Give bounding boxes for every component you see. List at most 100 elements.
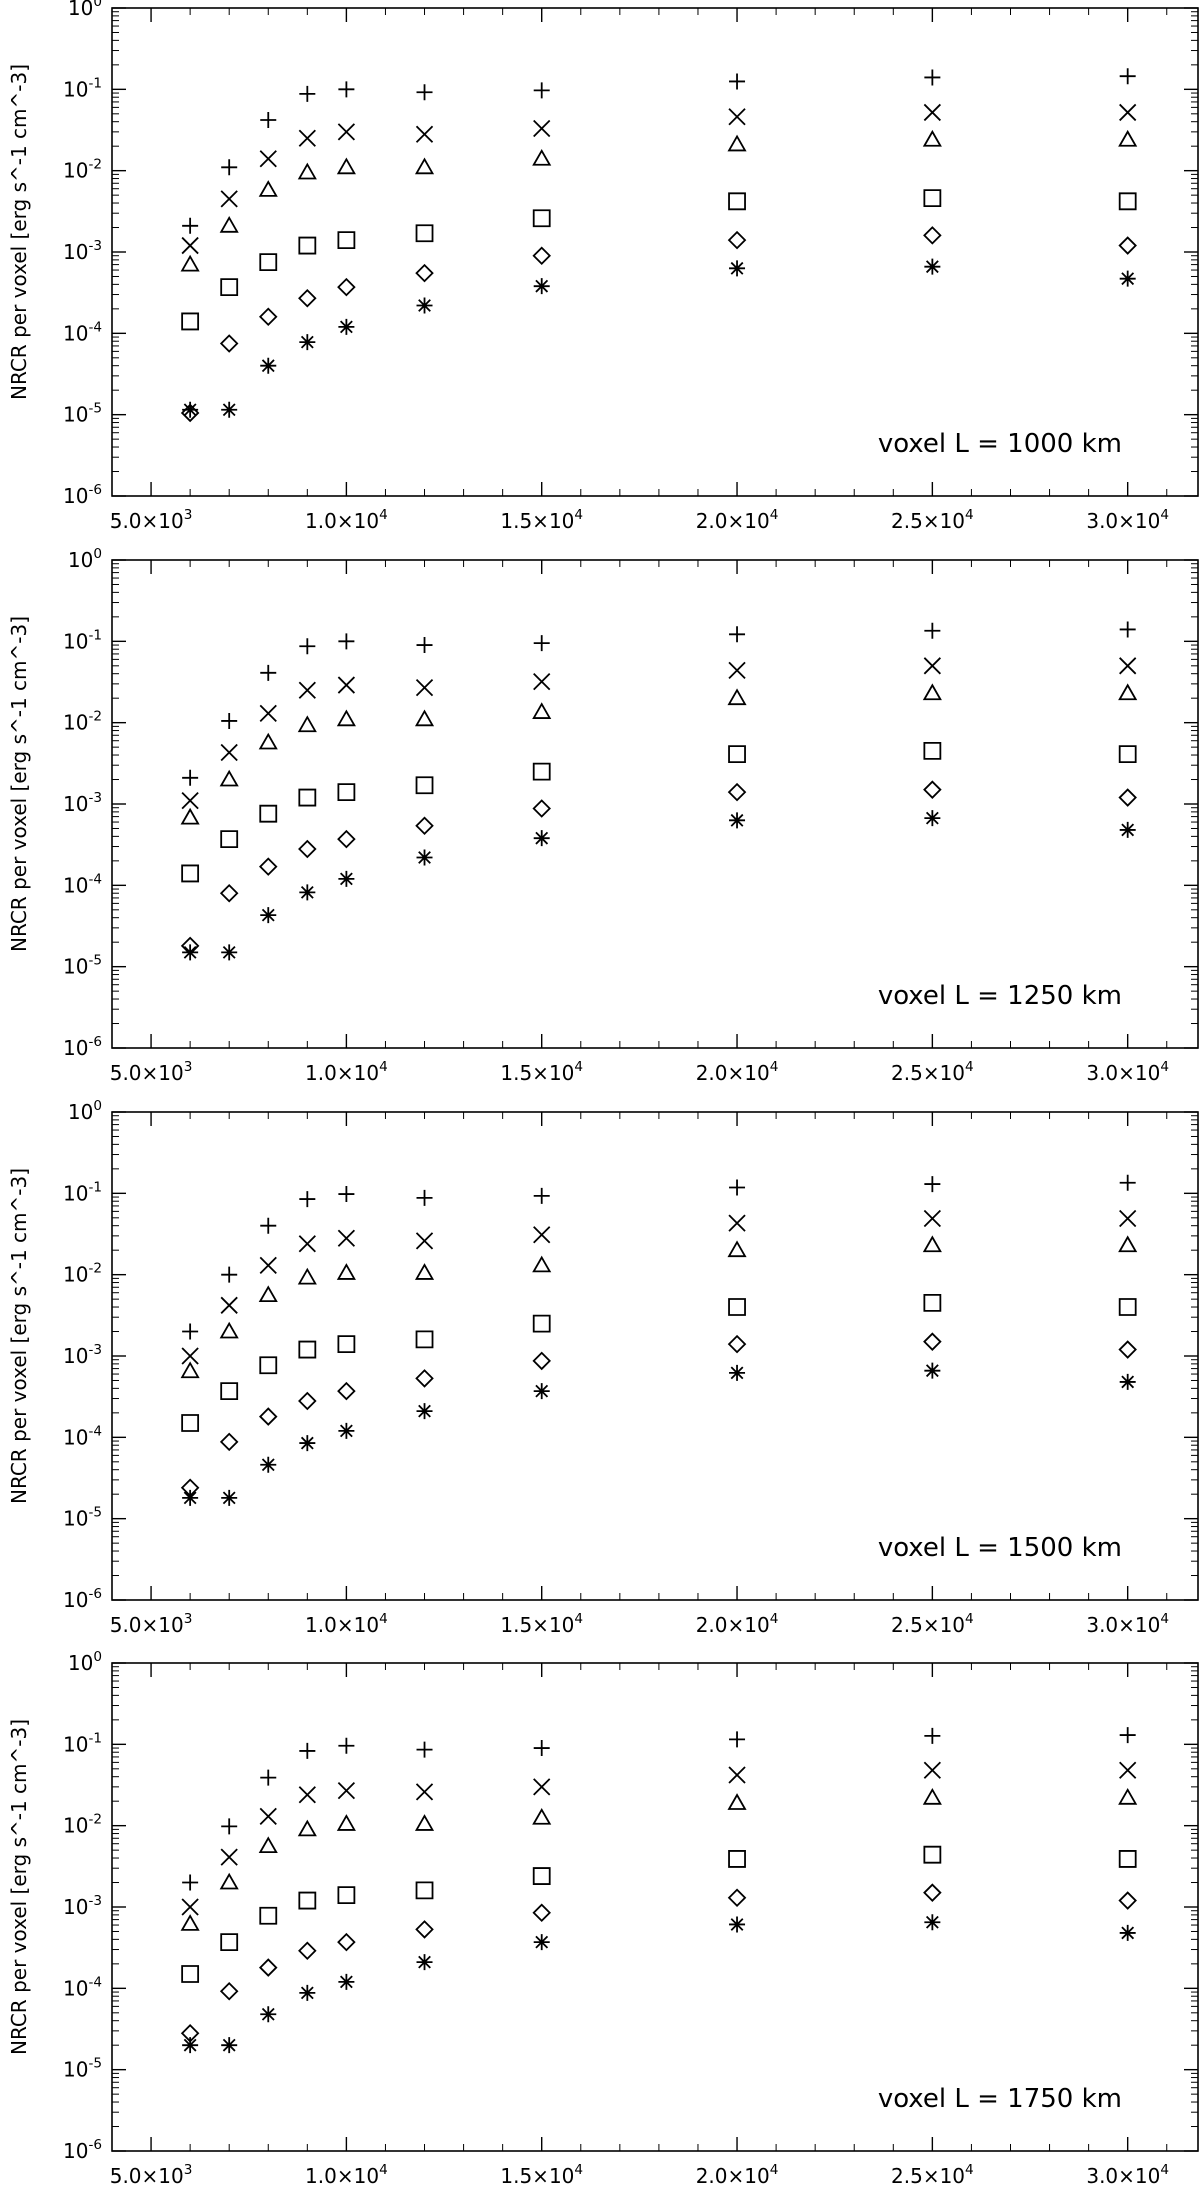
x-tick-label-mantissa: 3.0×10	[1086, 509, 1160, 533]
data-point-triangle	[1118, 683, 1138, 701]
y-tick-label-exponent: -5	[88, 1505, 102, 1521]
y-tick-label-exponent: -2	[88, 709, 102, 725]
data-point-triangle	[219, 769, 239, 787]
data-point-asterisk	[533, 1383, 550, 1400]
data-point-plus	[1119, 621, 1136, 638]
y-tick-label: 10-4	[63, 319, 102, 345]
y-tick-label: 10-1	[63, 1730, 102, 1756]
y-axis-label: NRCR per voxel [erg s^-1 cm^-3]	[7, 1168, 31, 1504]
data-point-square	[532, 762, 551, 781]
data-point-square	[298, 1340, 317, 1359]
data-point-cross	[923, 1761, 941, 1779]
data-point-triangle	[336, 1263, 356, 1280]
y-tick-label-exponent: -1	[88, 75, 102, 91]
y-tick-label-exponent: -6	[88, 482, 102, 498]
data-point-square	[298, 236, 317, 255]
y-axis-label: NRCR per voxel [erg s^-1 cm^-3]	[7, 616, 31, 952]
y-tick-label-exponent: -4	[88, 1423, 102, 1439]
y-tick-label-exponent: -2	[88, 1261, 102, 1277]
data-point-plus	[416, 84, 433, 101]
data-point-plus	[1119, 1727, 1136, 1744]
y-tick-label: 10-1	[63, 1179, 102, 1205]
data-point-cross	[1119, 103, 1137, 122]
data-point-plus	[299, 85, 316, 102]
series-diamond	[180, 226, 1137, 423]
x-tick-label: 3.0×104	[1086, 1611, 1169, 1637]
x-tick-label-mantissa: 1.5×10	[500, 2164, 574, 2188]
data-point-cross	[181, 1898, 199, 1916]
data-point-plus	[338, 633, 355, 650]
data-point-asterisk	[221, 2037, 238, 2054]
data-point-cross	[259, 704, 277, 723]
plot-frame	[111, 559, 1199, 1049]
x-tick-label: 2.5×104	[891, 1059, 974, 1085]
data-point-cross	[259, 1807, 277, 1826]
x-tick-label: 1.5×104	[500, 1611, 583, 1637]
panel-annotation: voxel L = 1250 km	[878, 981, 1122, 1011]
data-point-square	[923, 741, 942, 760]
data-point-square	[259, 1906, 278, 1925]
data-point-triangle	[727, 688, 747, 706]
x-tick-label-exponent: 3	[184, 507, 193, 523]
data-point-plus	[221, 1266, 238, 1283]
x-tick-label: 2.0×104	[696, 1059, 779, 1085]
data-point-diamond	[298, 288, 317, 308]
y-tick-label-mantissa: 10	[68, 0, 93, 20]
x-tick-label-mantissa: 2.5×10	[891, 1061, 965, 1085]
y-tick-label-mantissa: 10	[63, 1036, 88, 1060]
series-plus	[182, 621, 1136, 786]
data-point-diamond	[258, 1958, 278, 1977]
data-point-triangle	[532, 1255, 552, 1273]
data-point-asterisk	[924, 810, 941, 827]
y-tick-label-exponent: -5	[88, 2056, 102, 2072]
data-point-triangle	[297, 715, 317, 733]
y-tick-label: 10-2	[63, 157, 102, 183]
data-point-plus	[924, 69, 941, 86]
x-tick-label: 5.0×103	[110, 2162, 193, 2188]
x-tick-label: 3.0×104	[1086, 1059, 1169, 1085]
y-tick-label-mantissa: 10	[63, 1507, 88, 1531]
data-point-triangle	[414, 1263, 435, 1280]
data-point-cross	[298, 1786, 316, 1804]
data-point-diamond	[532, 1351, 551, 1371]
data-point-diamond	[923, 780, 942, 799]
data-point-asterisk	[182, 2037, 199, 2054]
data-point-cross	[220, 743, 238, 762]
data-point-asterisk	[299, 334, 316, 351]
series-cross	[181, 657, 1137, 810]
y-tick-label-mantissa: 10	[63, 1263, 88, 1287]
y-tick-label-exponent: -2	[88, 157, 102, 173]
data-point-asterisk	[416, 849, 433, 866]
data-point-cross	[220, 1296, 238, 1314]
data-point-asterisk	[729, 812, 746, 829]
y-tick-label-mantissa: 10	[63, 873, 88, 897]
y-tick-label-mantissa: 10	[63, 77, 88, 101]
data-point-triangle	[297, 162, 317, 180]
data-point-plus	[924, 1727, 941, 1744]
x-tick-label-mantissa: 3.0×10	[1086, 2164, 1160, 2188]
series-triangle	[180, 1788, 1138, 1931]
data-point-diamond	[727, 782, 747, 802]
data-point-cross	[259, 150, 277, 168]
x-tick-label: 5.0×103	[110, 1059, 193, 1085]
data-point-diamond	[415, 1920, 434, 1939]
data-point-cross	[337, 1229, 356, 1247]
y-tick-label-exponent: -6	[88, 1586, 102, 1602]
data-point-square	[259, 804, 278, 823]
data-point-square	[337, 1335, 356, 1354]
y-tick-label: 10-6	[63, 482, 102, 508]
x-tick-label-mantissa: 3.0×10	[1086, 1061, 1160, 1085]
data-point-triangle	[297, 1819, 317, 1837]
data-point-square	[220, 830, 239, 849]
series-square	[181, 1845, 1137, 1983]
x-tick-label-exponent: 4	[770, 1611, 779, 1627]
data-point-plus	[260, 111, 277, 128]
data-point-triangle	[532, 148, 552, 166]
data-point-diamond	[415, 1369, 434, 1388]
data-point-cross	[298, 681, 316, 699]
data-point-diamond	[727, 1334, 747, 1354]
data-point-diamond	[1118, 1891, 1137, 1910]
data-point-triangle	[336, 1814, 356, 1831]
data-point-asterisk	[221, 1489, 238, 1506]
y-tick-label-mantissa: 10	[63, 1895, 88, 1919]
